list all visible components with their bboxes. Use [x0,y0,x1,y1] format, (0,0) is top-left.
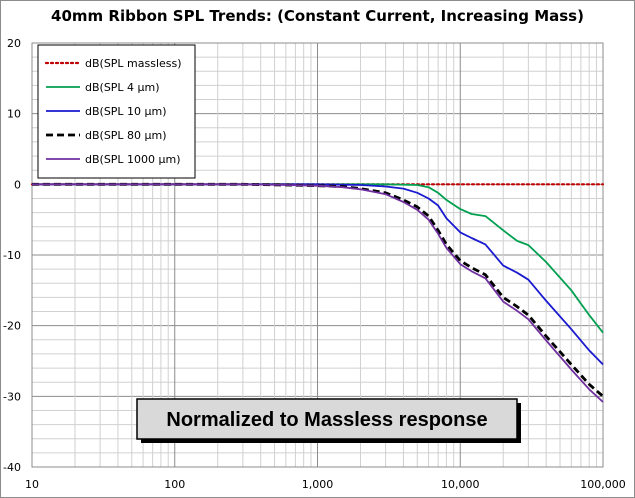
x-tick-label: 100,000 [580,478,626,491]
x-tick-label: 10 [25,478,39,491]
y-tick-label: 0 [14,178,21,191]
legend-label: dB(SPL 80 µm) [85,129,167,142]
y-tick-label: -30 [3,390,21,403]
series-lines [30,182,605,403]
y-tick-label: -10 [3,249,21,262]
x-tick-label: 10,000 [441,478,480,491]
chart-title: 40mm Ribbon SPL Trends: (Constant Curren… [51,7,584,25]
y-tick-label: -40 [3,461,21,474]
legend-label: dB(SPL 10 µm) [85,105,167,118]
x-tick-label: 100 [164,478,185,491]
x-tick-label: 1,000 [302,478,334,491]
series-line [32,183,604,366]
annotation-box [136,398,518,440]
y-tick-label: 10 [7,108,21,121]
series-line [32,183,604,334]
y-tick-label: -20 [3,320,21,333]
series-line [32,183,604,403]
annotation: Normalized to Massless response [136,398,521,443]
annotation-text: Normalized to Massless response [166,409,487,431]
legend-label: dB(SPL 4 µm) [85,81,160,94]
plot-border [31,42,604,468]
y-tick-label: 20 [7,37,21,50]
legend-label: dB(SPL 1000 µm) [85,153,181,166]
legend-label: dB(SPL massless) [85,57,182,70]
legend: dB(SPL massless) dB(SPL 4 µm) dB(SPL 10 µm… [37,44,196,179]
